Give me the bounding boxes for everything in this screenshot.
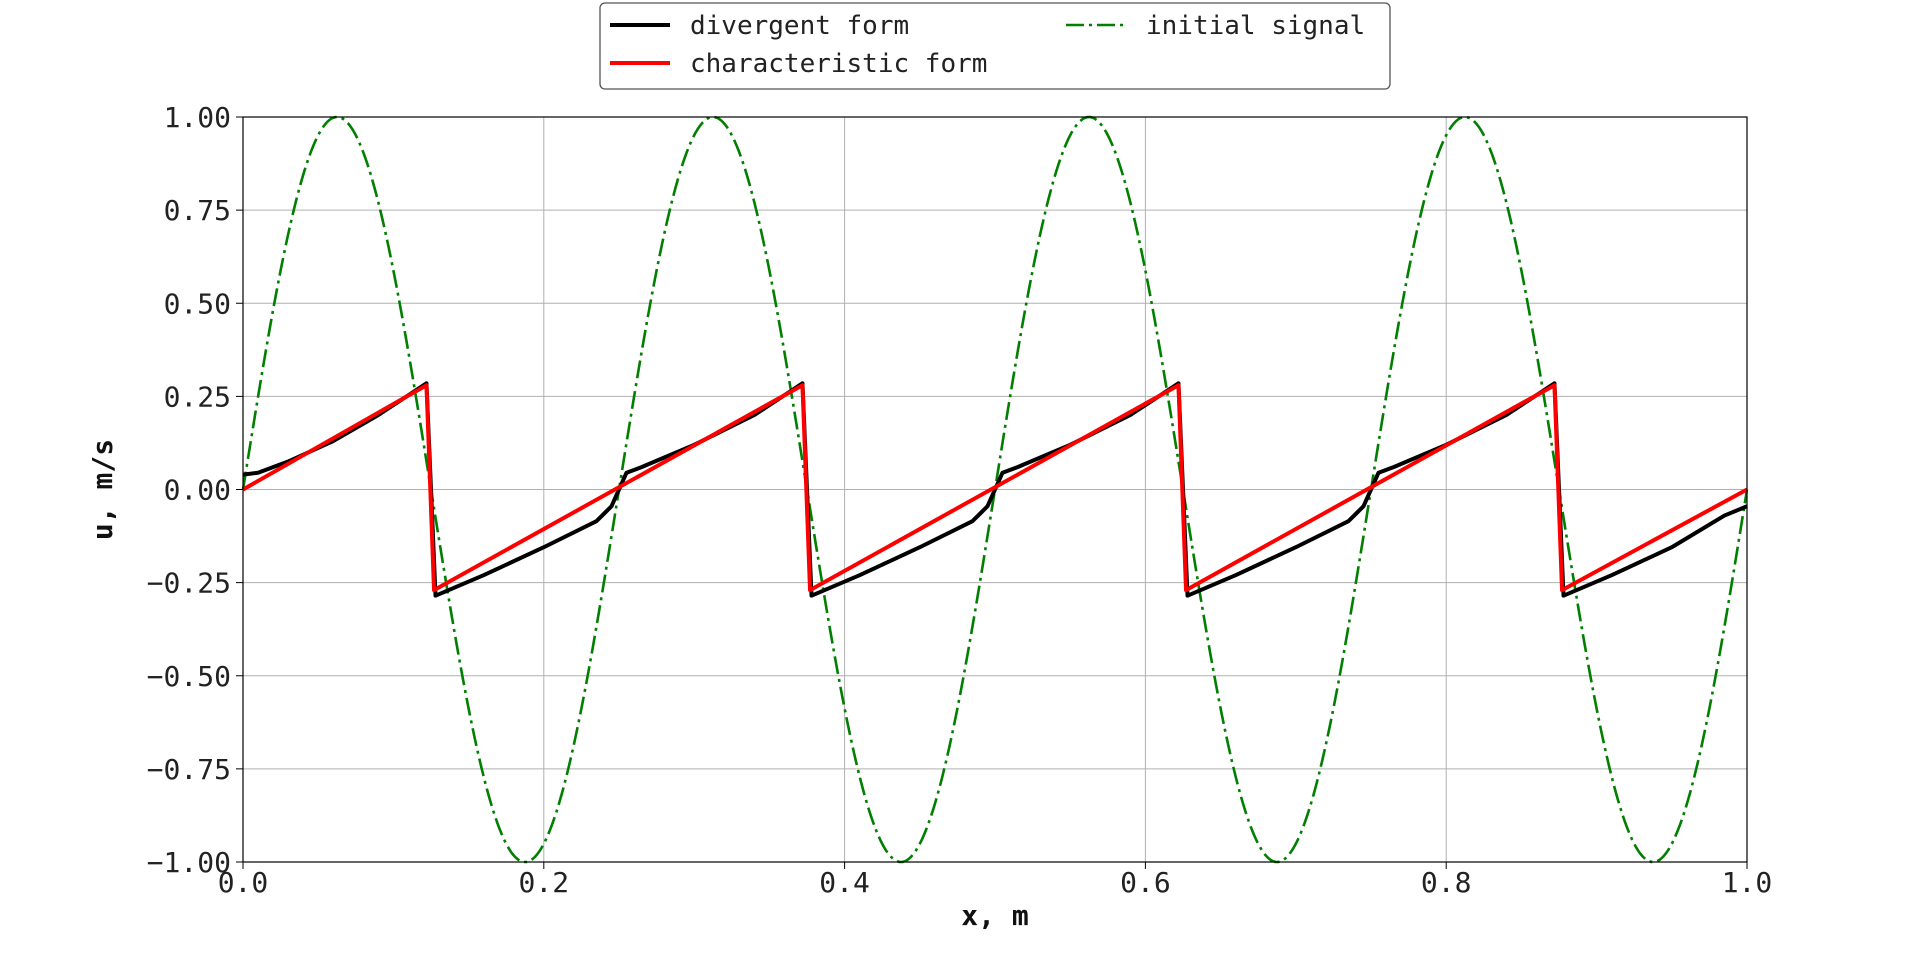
y-tick-label: −0.50 xyxy=(147,660,231,693)
y-tick-label: 0.00 xyxy=(164,474,231,507)
legend-label: initial signal xyxy=(1146,11,1365,41)
x-tick-label: 0.0 xyxy=(218,866,269,899)
x-tick-label: 0.4 xyxy=(819,866,870,899)
x-axis-label: x, m xyxy=(961,899,1028,932)
legend-label: divergent form xyxy=(690,11,909,41)
y-axis: 1.00 0.75 0.50 0.25 0.00 −0.25 −0.50 −0.75 −1.00 xyxy=(147,101,243,879)
x-tick-label: 1.0 xyxy=(1722,866,1773,899)
x-tick-label: 0.6 xyxy=(1120,866,1171,899)
series-line-initial-signal xyxy=(241,115,1749,864)
x-axis: 0.0 0.2 0.4 0.6 0.8 1.0 xyxy=(218,862,1773,899)
series-lines xyxy=(241,115,1749,864)
x-tick-label: 0.2 xyxy=(519,866,570,899)
y-tick-label: 0.50 xyxy=(164,287,231,320)
y-tick-label: −1.00 xyxy=(147,846,231,879)
legend: divergent form characteristic form initial… xyxy=(599,2,1391,90)
legend-label: characteristic form xyxy=(690,49,987,79)
series-line-characteristic-form xyxy=(242,383,1748,593)
y-axis-label: u, m/s xyxy=(86,439,119,540)
legend-box xyxy=(599,2,1391,90)
y-tick-label: 0.75 xyxy=(164,194,231,227)
y-tick-label: 1.00 xyxy=(164,101,231,134)
y-tick-label: 0.25 xyxy=(164,380,231,413)
x-tick-label: 0.8 xyxy=(1421,866,1472,899)
y-tick-label: −0.25 xyxy=(147,567,231,600)
y-tick-label: −0.75 xyxy=(147,753,231,786)
